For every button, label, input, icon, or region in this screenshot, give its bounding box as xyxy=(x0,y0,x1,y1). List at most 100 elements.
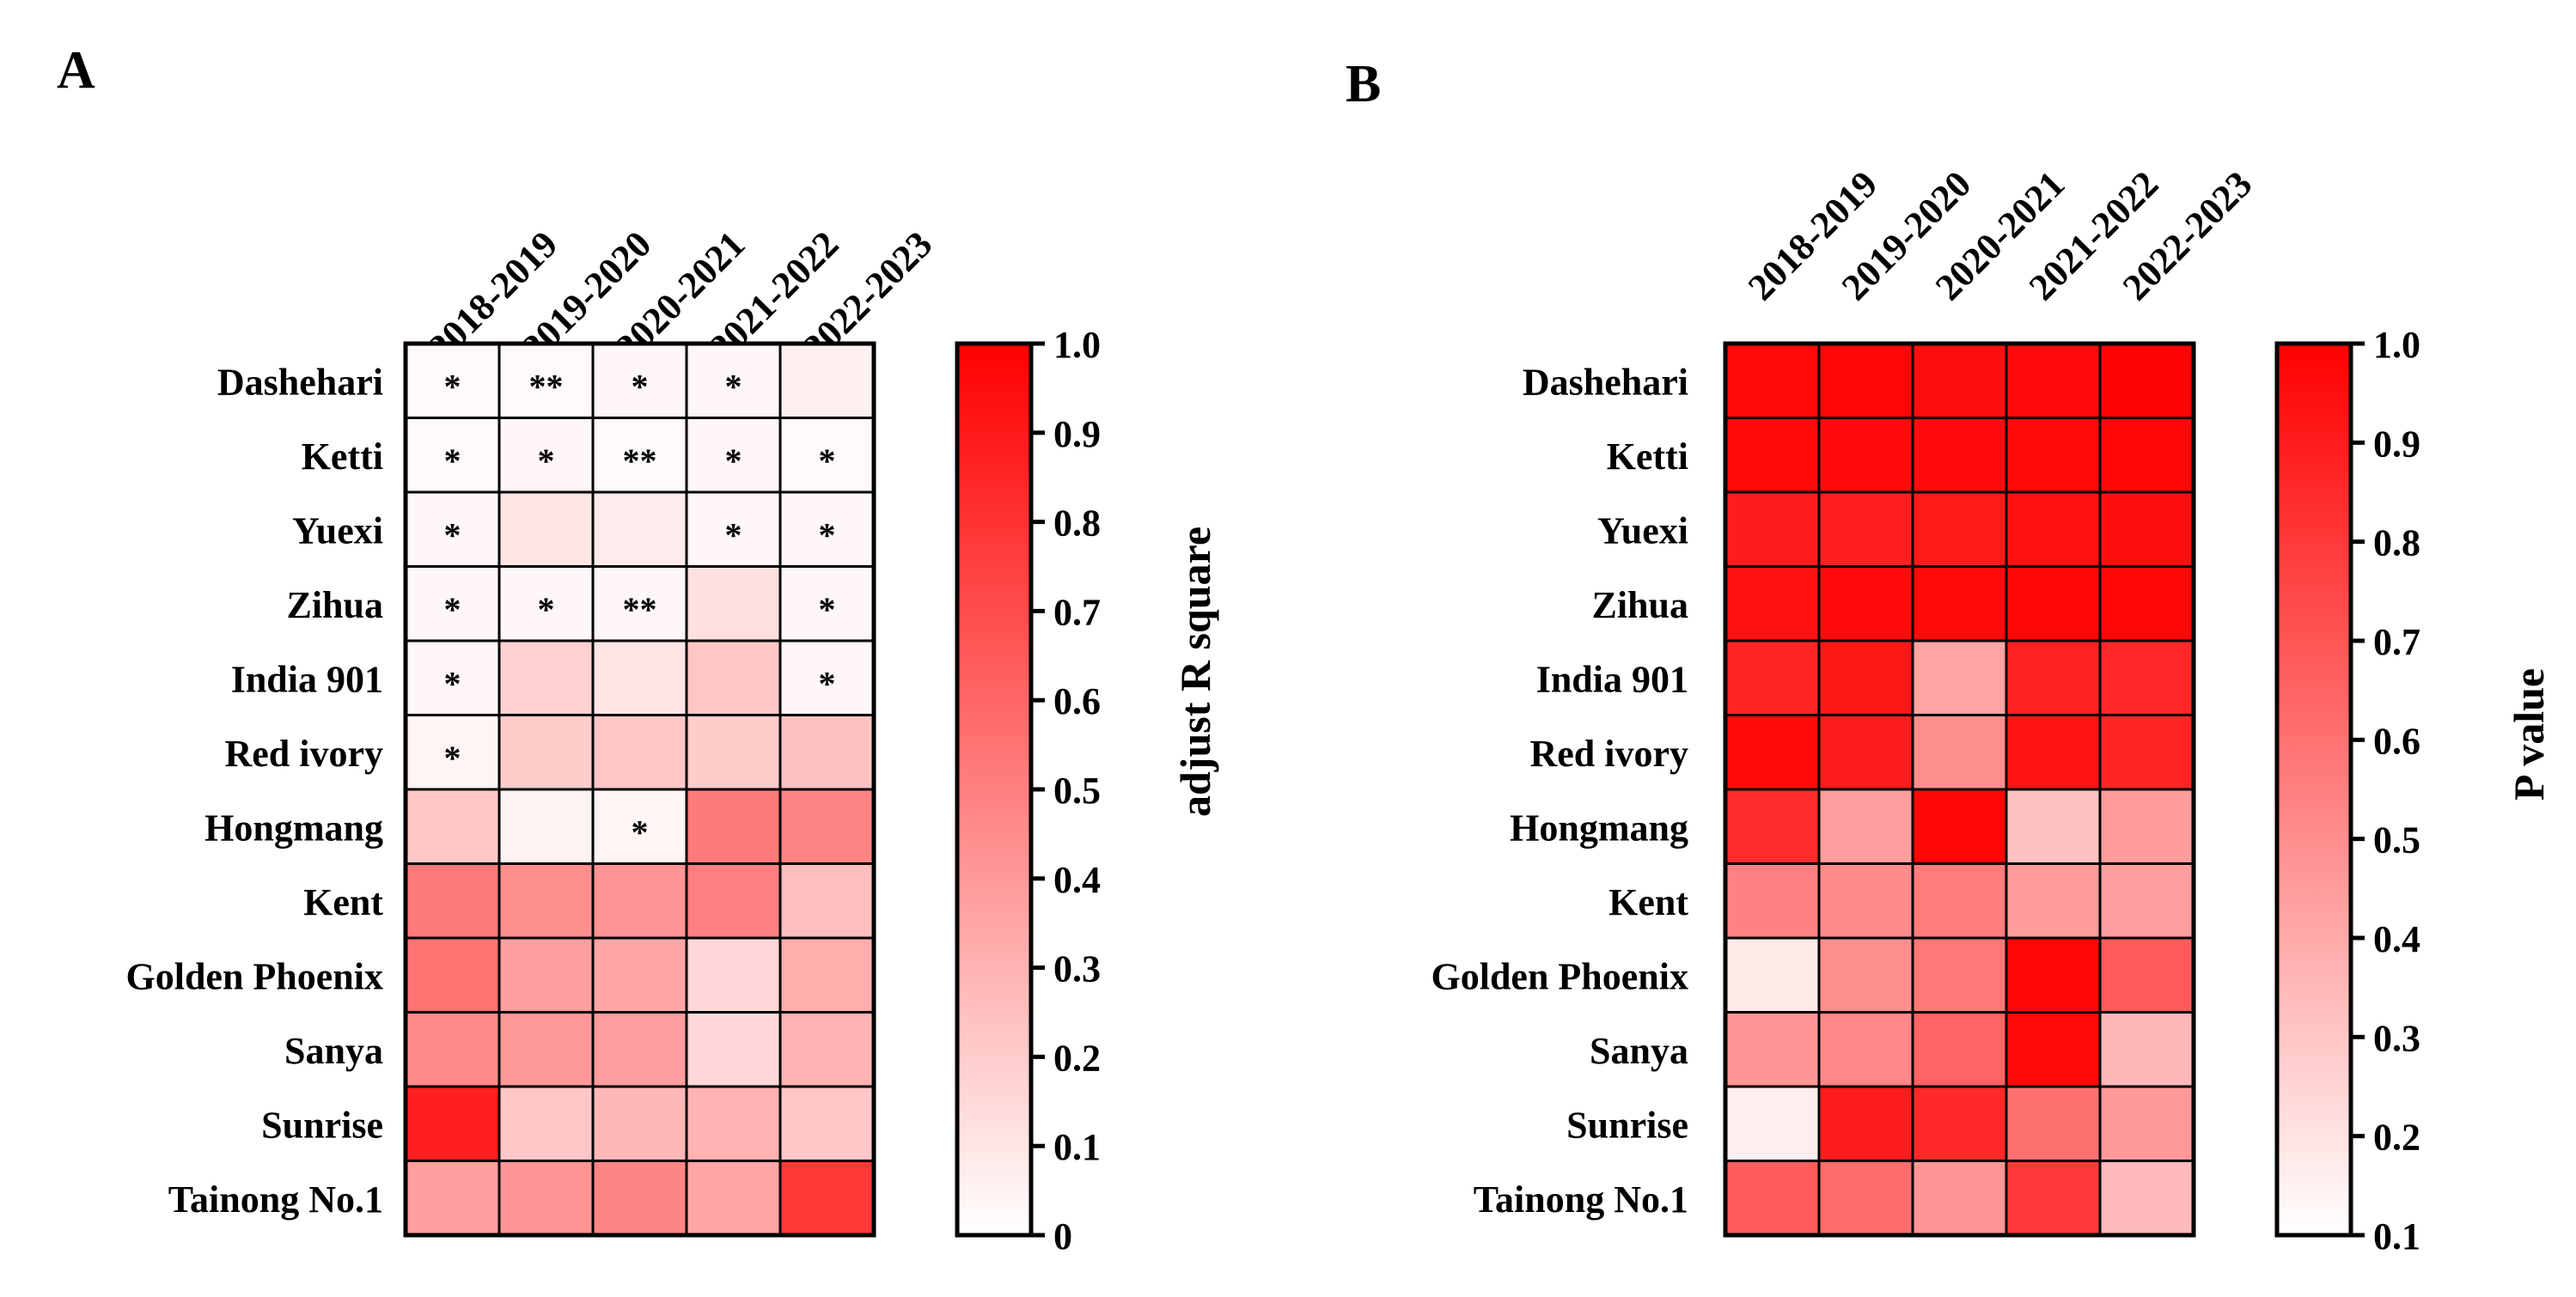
colorbar-tick-label: 0.2 xyxy=(1053,1037,1101,1079)
colorbar-tick-label: 0 xyxy=(1053,1215,1072,1257)
heatmap-cell-3-4 xyxy=(780,566,874,641)
panel-a-colorbar-title: adjust R square xyxy=(1171,527,1219,817)
colorbar-tick-label: 0.9 xyxy=(1053,413,1101,455)
significance-mark: * xyxy=(444,367,461,405)
heatmap-cell-11-4 xyxy=(780,1160,874,1235)
heatmap-cell-10-3 xyxy=(687,1087,780,1161)
significance-mark: * xyxy=(632,367,649,405)
row-label: Zihua xyxy=(1591,584,1688,626)
significance-mark: * xyxy=(444,515,461,554)
colorbar-tick-label: 0.9 xyxy=(2373,423,2420,465)
heatmap-cell-0-4 xyxy=(780,344,874,418)
heatmap-cell-8-1 xyxy=(499,938,593,1013)
row-label: Ketti xyxy=(1607,435,1688,478)
heatmap-cell-9-4 xyxy=(780,1012,874,1087)
panel-a-label: A xyxy=(57,41,95,100)
panel-b-row-labels: Dashehari Ketti Yuexi Zihua India 901 Red ivo… xyxy=(1431,361,1689,1221)
heatmap-cell-5-2 xyxy=(1913,715,2006,789)
heatmap-cell-11-0 xyxy=(406,1160,499,1235)
heatmap-cell-6-3 xyxy=(687,789,780,864)
significance-mark: * xyxy=(444,739,461,777)
heatmap-cell-6-1 xyxy=(499,789,593,864)
heatmap-cell-1-2 xyxy=(593,417,687,492)
heatmap-cell-10-0 xyxy=(1725,1087,1819,1161)
heatmap-cell-8-3 xyxy=(2006,938,2100,1013)
row-label: Hongmang xyxy=(1510,807,1688,849)
heatmap-cell-7-4 xyxy=(780,863,874,938)
significance-mark: * xyxy=(819,441,836,480)
heatmap-cell-5-0 xyxy=(1725,715,1819,789)
heatmap-cell-2-1 xyxy=(1819,492,1913,567)
row-label: Sunrise xyxy=(261,1104,383,1146)
heatmap-cell-5-0 xyxy=(406,715,499,789)
heatmap-cell-11-2 xyxy=(593,1160,687,1235)
significance-mark: * xyxy=(444,664,461,703)
heatmap-cell-10-0 xyxy=(406,1087,499,1161)
heatmap-cell-4-0 xyxy=(1725,641,1819,715)
heatmap-cell-10-1 xyxy=(1819,1087,1913,1161)
heatmap-cell-9-0 xyxy=(1725,1012,1819,1087)
panel-a-annotations: * ** * ** * ** * ** * ** * ** ** *** xyxy=(444,367,836,851)
heatmap-cell-0-1 xyxy=(499,344,593,418)
row-label: Kent xyxy=(1608,881,1688,923)
heatmap-cell-4-2 xyxy=(1913,641,2006,715)
colorbar-tick-label: 0.1 xyxy=(2373,1215,2420,1257)
colorbar-gradient xyxy=(955,341,1034,1238)
heatmap-cell-8-1 xyxy=(1819,938,1913,1013)
heatmap-cell-9-4 xyxy=(2100,1012,2194,1087)
significance-mark: * xyxy=(819,664,836,703)
heatmap-cell-1-4 xyxy=(2100,417,2194,492)
heatmap-cell-8-0 xyxy=(1725,938,1819,1013)
colorbar-tick-label: 0.5 xyxy=(2373,819,2420,862)
colorbar-tick-label: 0.8 xyxy=(2373,522,2420,564)
significance-mark: * xyxy=(725,441,742,480)
row-label: Dashehari xyxy=(1523,361,1688,403)
heatmap-cell-5-3 xyxy=(2006,715,2100,789)
heatmap-cell-3-4 xyxy=(2100,566,2194,641)
heatmap-cell-3-2 xyxy=(1913,566,2006,641)
heatmap-cell-1-1 xyxy=(499,417,593,492)
heatmap-cell-11-1 xyxy=(1819,1160,1913,1235)
row-label: Sunrise xyxy=(1566,1104,1688,1146)
colorbar-tick-label: 0.3 xyxy=(2373,1017,2420,1059)
row-label: India 901 xyxy=(231,658,383,700)
panel-b-cells xyxy=(1725,344,2194,1235)
heatmap-cell-10-3 xyxy=(2006,1087,2100,1161)
heatmap-cell-8-2 xyxy=(1913,938,2006,1013)
heatmap-cell-1-0 xyxy=(406,417,499,492)
heatmap-border xyxy=(403,341,876,1238)
heatmap-cell-5-3 xyxy=(687,715,780,789)
colorbar-tick-label: 0.1 xyxy=(1053,1126,1101,1168)
colorbar-tick-label: 1.0 xyxy=(2373,324,2420,366)
row-label: Yuexi xyxy=(292,509,383,551)
heatmap-cell-7-2 xyxy=(593,863,687,938)
panel-a-cells xyxy=(406,344,874,1235)
significance-mark: * xyxy=(444,441,461,480)
colorbar-tick-label: 0.5 xyxy=(1053,770,1101,812)
row-label: Golden Phoenix xyxy=(1431,955,1689,997)
significance-mark: * xyxy=(538,590,555,629)
heatmap-cell-11-4 xyxy=(2100,1160,2194,1235)
heatmap-cell-4-3 xyxy=(2006,641,2100,715)
row-label: Red ivory xyxy=(224,733,383,775)
heatmap-cell-4-1 xyxy=(499,641,593,715)
heatmap-cell-4-4 xyxy=(780,641,874,715)
heatmap-cell-5-1 xyxy=(1819,715,1913,789)
heatmap-cell-3-0 xyxy=(406,566,499,641)
heatmap-cell-3-1 xyxy=(499,566,593,641)
significance-mark: * xyxy=(819,515,836,554)
heatmap-cell-0-3 xyxy=(2006,344,2100,418)
heatmap-cell-1-0 xyxy=(1725,417,1819,492)
significance-mark: * xyxy=(725,515,742,554)
heatmap-cell-0-0 xyxy=(406,344,499,418)
panel-a-grid xyxy=(403,341,876,1238)
heatmap-cell-11-3 xyxy=(2006,1160,2100,1235)
heatmap-cell-8-3 xyxy=(687,938,780,1013)
colorbar-tick-label: 1.0 xyxy=(1053,324,1101,366)
heatmap-cell-4-0 xyxy=(406,641,499,715)
panel-b-heatmap: B 2018-20192019-20202020-20212021-202220… xyxy=(1346,55,2553,1257)
heatmap-cell-9-3 xyxy=(687,1012,780,1087)
heatmap-cell-3-0 xyxy=(1725,566,1819,641)
panel-a-colorbar: 1.0 0.9 0.8 0.7 0.6 0.5 0.4 0.3 0.2 0.1 0 xyxy=(955,324,1101,1257)
heatmap-cell-8-0 xyxy=(406,938,499,1013)
